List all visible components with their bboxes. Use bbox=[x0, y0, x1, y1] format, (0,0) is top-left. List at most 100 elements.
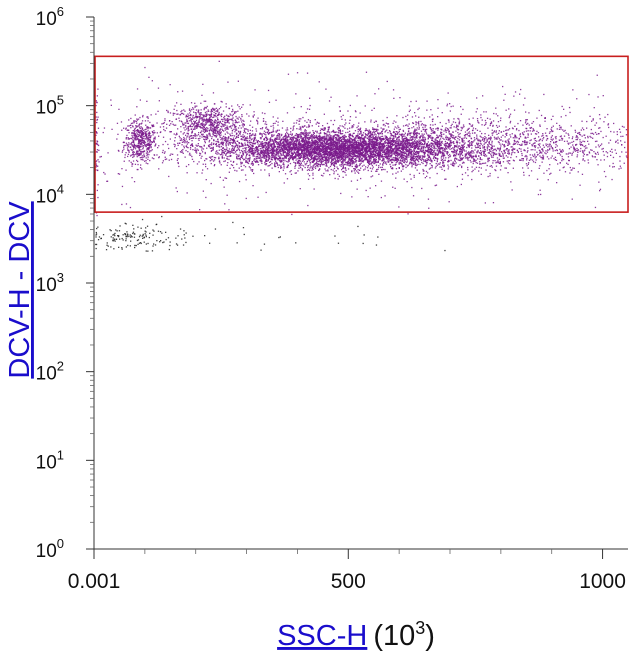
data-point bbox=[292, 144, 294, 146]
data-point bbox=[282, 145, 284, 148]
data-point bbox=[202, 163, 204, 165]
data-point bbox=[239, 149, 241, 152]
data-point bbox=[326, 163, 328, 165]
data-point bbox=[194, 106, 196, 108]
data-point bbox=[304, 152, 306, 154]
data-point bbox=[311, 139, 313, 141]
data-point bbox=[156, 122, 158, 124]
data-point bbox=[211, 147, 213, 149]
data-point bbox=[308, 168, 310, 171]
data-point bbox=[226, 149, 228, 151]
data-point bbox=[190, 114, 192, 116]
data-point bbox=[451, 150, 453, 153]
data-point bbox=[241, 124, 243, 126]
data-point bbox=[336, 141, 338, 143]
data-point bbox=[308, 124, 310, 126]
data-point bbox=[196, 126, 198, 129]
data-point bbox=[132, 141, 134, 144]
data-point bbox=[193, 123, 195, 125]
data-point bbox=[264, 152, 266, 154]
data-point bbox=[362, 132, 365, 134]
data-point bbox=[139, 154, 141, 156]
data-point bbox=[377, 129, 379, 131]
data-point bbox=[358, 160, 360, 162]
data-point bbox=[439, 166, 441, 168]
data-point bbox=[375, 134, 377, 136]
data-point bbox=[339, 158, 341, 160]
data-point bbox=[308, 153, 310, 155]
data-point bbox=[422, 143, 424, 146]
data-point bbox=[338, 146, 340, 148]
data-point bbox=[401, 141, 403, 143]
data-point bbox=[131, 134, 133, 136]
data-point bbox=[240, 127, 242, 129]
data-point bbox=[270, 148, 273, 150]
data-point bbox=[224, 124, 227, 126]
data-point bbox=[205, 123, 207, 125]
data-point bbox=[310, 143, 312, 145]
data-point bbox=[277, 138, 279, 140]
data-point bbox=[194, 133, 196, 135]
data-point bbox=[362, 142, 365, 144]
data-point bbox=[134, 131, 136, 133]
data-point bbox=[253, 142, 255, 145]
data-point bbox=[311, 167, 314, 169]
data-point bbox=[156, 132, 158, 134]
data-point bbox=[380, 153, 382, 155]
data-point bbox=[380, 143, 383, 145]
data-point bbox=[188, 109, 191, 111]
data-point bbox=[292, 139, 294, 142]
data-point bbox=[162, 149, 164, 152]
data-point bbox=[371, 144, 373, 146]
data-point bbox=[260, 152, 262, 154]
data-point bbox=[128, 160, 130, 162]
data-point bbox=[355, 152, 357, 155]
data-point bbox=[349, 135, 351, 137]
data-point bbox=[350, 148, 352, 150]
data-point bbox=[148, 131, 151, 133]
data-point bbox=[249, 158, 251, 160]
data-point bbox=[413, 149, 415, 151]
data-point bbox=[241, 114, 243, 116]
data-point bbox=[419, 145, 421, 147]
data-point bbox=[139, 130, 142, 132]
data-point bbox=[348, 161, 351, 164]
data-point bbox=[312, 177, 314, 180]
data-point bbox=[386, 151, 388, 153]
data-point bbox=[211, 136, 213, 138]
data-point bbox=[335, 146, 337, 148]
data-point bbox=[395, 149, 397, 151]
data-point bbox=[233, 124, 236, 126]
data-point bbox=[260, 160, 262, 162]
data-point bbox=[255, 130, 258, 132]
data-point bbox=[358, 164, 361, 167]
data-point bbox=[329, 135, 331, 137]
data-point bbox=[126, 129, 128, 131]
data-point bbox=[145, 137, 147, 139]
data-point bbox=[275, 131, 277, 133]
data-point bbox=[193, 124, 195, 126]
data-point bbox=[355, 144, 357, 147]
data-point bbox=[364, 155, 366, 158]
data-point bbox=[135, 145, 137, 148]
data-point bbox=[200, 102, 202, 104]
data-point bbox=[272, 154, 274, 156]
data-point bbox=[223, 151, 225, 153]
data-point bbox=[129, 155, 132, 157]
data-point bbox=[358, 152, 360, 154]
data-point bbox=[136, 156, 138, 158]
data-point bbox=[261, 141, 264, 143]
data-point bbox=[297, 150, 299, 152]
data-point bbox=[209, 147, 212, 149]
data-point bbox=[402, 154, 404, 156]
data-point bbox=[203, 123, 205, 125]
data-point bbox=[203, 128, 205, 130]
data-point bbox=[201, 122, 203, 125]
data-point bbox=[400, 170, 402, 172]
data-point bbox=[476, 151, 478, 153]
data-point bbox=[153, 125, 155, 127]
data-point bbox=[321, 137, 323, 140]
data-point bbox=[198, 119, 200, 121]
data-point bbox=[198, 116, 201, 118]
data-point bbox=[232, 150, 234, 152]
